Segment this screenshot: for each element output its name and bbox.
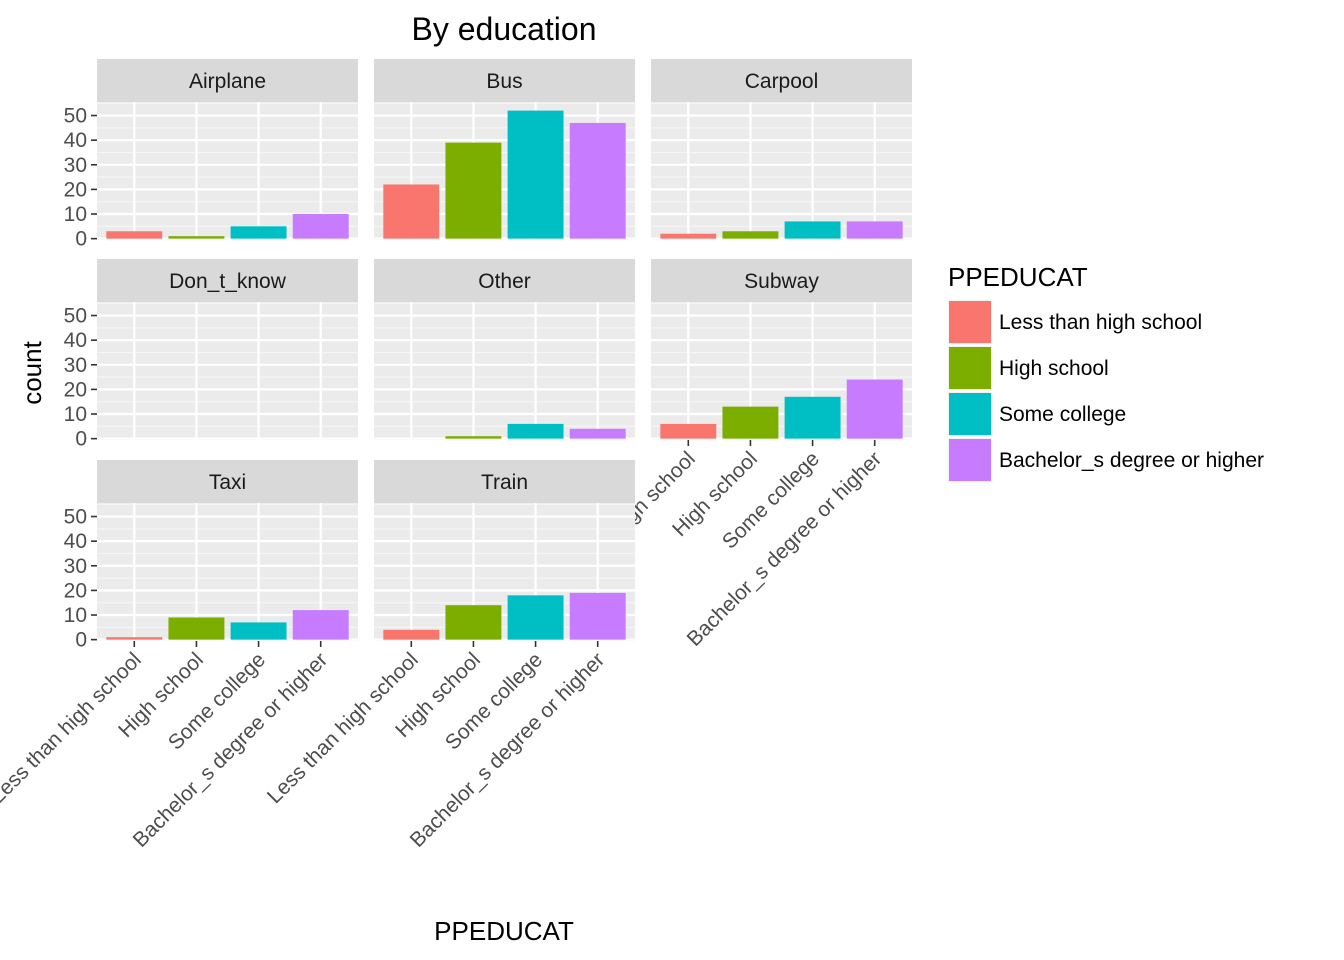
chart-title: By education: [411, 11, 596, 47]
y-tick-label: 40: [64, 530, 87, 553]
legend-label: High school: [999, 357, 1109, 380]
bar-taxi-0: [106, 637, 163, 640]
facet-strip-label: Subway: [744, 270, 819, 293]
bar-airplane-2: [230, 226, 287, 239]
bar-train-3: [569, 592, 626, 640]
y-tick-label: 40: [64, 129, 87, 152]
y-tick-label: 10: [64, 403, 87, 426]
facet-bus: Bus: [374, 59, 635, 240]
facet-strip-label: Taxi: [209, 471, 246, 494]
y-tick-label: 20: [64, 378, 87, 401]
bar-bus-2: [507, 110, 564, 239]
y-tick-label: 0: [75, 228, 87, 251]
bar-taxi-1: [168, 617, 225, 640]
bar-carpool-1: [722, 231, 779, 239]
bar-subway-2: [784, 396, 841, 439]
facet-strip: [374, 460, 635, 503]
bar-carpool-2: [784, 221, 841, 239]
y-tick-label: 0: [75, 629, 87, 652]
bar-other-1: [445, 436, 502, 439]
bar-airplane-1: [168, 236, 225, 239]
bar-carpool-0: [660, 233, 717, 239]
facet-strip: [651, 259, 912, 302]
bar-subway-1: [722, 406, 779, 439]
y-tick-label: 10: [64, 203, 87, 226]
facet-strip-label: Train: [481, 471, 528, 494]
y-tick-label: 50: [64, 506, 87, 529]
bar-train-0: [383, 629, 440, 640]
y-tick-label: 0: [75, 428, 87, 451]
y-tick-label: 30: [64, 354, 87, 377]
y-tick-label: 50: [64, 105, 87, 128]
y-tick-label: 50: [64, 305, 87, 328]
legend-swatch: [949, 393, 991, 435]
bar-train-1: [445, 605, 502, 640]
bar-subway-0: [660, 423, 717, 439]
y-tick-label: 20: [64, 178, 87, 201]
panel-background: [97, 302, 358, 440]
facet-strip: [374, 59, 635, 102]
bar-other-3: [569, 428, 626, 439]
facet-strip-label: Other: [478, 270, 531, 293]
facet-strip: [97, 59, 358, 102]
legend: PPEDUCAT Less than high school High schoo…: [948, 262, 1264, 482]
legend-swatch: [949, 301, 991, 343]
legend-title: PPEDUCAT: [948, 262, 1088, 292]
bar-other-2: [507, 423, 564, 439]
bar-bus-0: [383, 184, 440, 239]
legend-swatch: [949, 439, 991, 481]
y-tick-label: 40: [64, 329, 87, 352]
bar-airplane-3: [292, 214, 349, 239]
bar-train-2: [507, 595, 564, 640]
facet-other: Other: [374, 259, 635, 440]
panel-background: [374, 302, 635, 440]
y-tick-label: 30: [64, 154, 87, 177]
legend-label: Bachelor_s degree or higher: [999, 449, 1264, 472]
legend-swatch: [949, 347, 991, 389]
panel-background: [651, 102, 912, 240]
bar-taxi-3: [292, 610, 349, 640]
facet-strip: [97, 460, 358, 503]
facet-strip-label: Airplane: [189, 70, 266, 93]
legend-label: Less than high school: [999, 311, 1202, 334]
bar-bus-3: [569, 122, 626, 239]
bar-subway-3: [846, 379, 903, 439]
facet-strip: [97, 259, 358, 302]
facet-strip-label: Bus: [486, 70, 522, 93]
facet-carpool: Carpool: [651, 59, 912, 240]
facet-strip: [374, 259, 635, 302]
bar-taxi-2: [230, 622, 287, 640]
y-axis-title: count: [17, 340, 47, 404]
bar-carpool-3: [846, 221, 903, 239]
facet-strip-label: Don_t_know: [169, 270, 287, 293]
y-tick-label: 30: [64, 555, 87, 578]
bar-airplane-0: [106, 231, 163, 239]
facet-strip-label: Carpool: [745, 70, 819, 93]
y-tick-label: 10: [64, 604, 87, 627]
bar-bus-1: [445, 142, 502, 239]
facet-strip: [651, 59, 912, 102]
y-tick-label: 20: [64, 579, 87, 602]
legend-label: Some college: [999, 403, 1126, 426]
x-axis-title: PPEDUCAT: [434, 916, 574, 946]
